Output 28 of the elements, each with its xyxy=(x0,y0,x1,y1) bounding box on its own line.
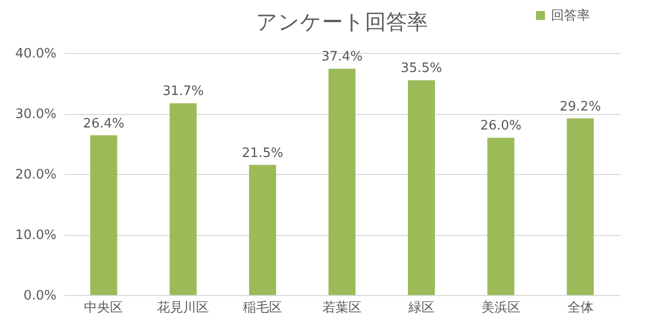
data-label: 21.5% xyxy=(242,146,284,161)
data-label: 37.4% xyxy=(321,50,363,65)
x-tick-label: 美浜区 xyxy=(481,300,520,316)
y-tick-label: 40.0% xyxy=(15,46,56,62)
y-tick-label: 20.0% xyxy=(15,168,56,182)
y-tick-label: 30.0% xyxy=(15,107,56,122)
x-tick-label: 若葉区 xyxy=(322,300,362,316)
x-tick-label: 中央区 xyxy=(84,300,124,316)
bar xyxy=(487,138,514,295)
x-tick-label: 稲毛区 xyxy=(243,300,282,316)
x-tick-label: 全体 xyxy=(567,300,594,316)
bar xyxy=(408,80,435,295)
x-tick-label: 緑区 xyxy=(407,300,434,316)
data-label: 26.0% xyxy=(480,118,522,134)
legend-label: 回答率 xyxy=(551,8,590,24)
bar xyxy=(249,164,276,295)
data-label: 29.2% xyxy=(560,99,601,114)
y-tick-label: 10.0% xyxy=(15,228,56,243)
chart-title: アンケート回答率 xyxy=(256,10,428,34)
bar xyxy=(170,103,197,295)
y-tick-label: 0.0% xyxy=(23,288,56,304)
data-label: 26.4% xyxy=(83,116,124,132)
bar xyxy=(328,68,356,295)
bar xyxy=(566,118,594,295)
data-label: 35.5% xyxy=(400,61,442,76)
data-label: 31.7% xyxy=(162,84,204,100)
bar xyxy=(90,135,118,295)
x-tick-label: 花見川区 xyxy=(157,300,210,316)
